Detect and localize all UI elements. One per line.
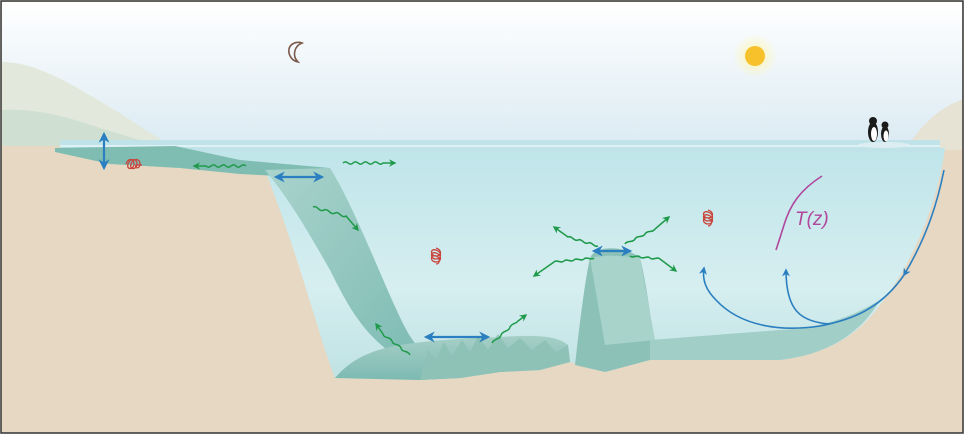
left-shelf [55, 146, 330, 178]
eddy-deep-left [430, 247, 442, 265]
wave-arrow-deep-up [375, 322, 411, 356]
moon-icon [288, 41, 305, 64]
water-body [55, 148, 945, 380]
wave-arrow-ridge-lr [629, 255, 678, 272]
right-hill [900, 100, 962, 150]
left-hill-shade [2, 109, 160, 146]
temperature-profile [775, 175, 823, 251]
temperature-profile-label: T(z) [795, 209, 829, 230]
wave-arrow-shelf [192, 162, 247, 170]
downslope-flow-arrow [903, 169, 945, 277]
mid-ridge-face [590, 255, 655, 345]
wave-arrow-ridge-ur [624, 216, 671, 245]
wave-arrow-surface [342, 159, 397, 167]
penguin-icon [858, 117, 910, 148]
right-floor [650, 300, 880, 360]
eddy-right [702, 209, 714, 227]
upwelling-arrow-left [699, 266, 717, 301]
upwelling-arrow-right [782, 268, 831, 325]
sky [2, 2, 962, 142]
eddy-shelf [125, 158, 142, 170]
wave-arrow-slope [312, 205, 359, 232]
wave-arrow-ridge-ul [552, 226, 599, 248]
wave-arrow-ridge-ll [532, 257, 595, 277]
bottom-flow-line [715, 274, 905, 329]
sun-icon [733, 34, 777, 78]
continental-slope [265, 168, 420, 352]
wave-arrow-deep-right [491, 314, 528, 344]
rough-terrain [420, 334, 570, 380]
